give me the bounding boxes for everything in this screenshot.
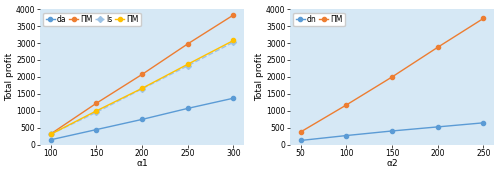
ΠM xyxy=(94,102,100,104)
Legend: dn, ΠM: dn, ΠM xyxy=(294,13,344,26)
da xyxy=(139,118,145,120)
ΠM xyxy=(184,43,190,45)
dn xyxy=(480,122,486,124)
dn xyxy=(434,126,440,128)
X-axis label: α2: α2 xyxy=(386,159,398,168)
Y-axis label: Total profit: Total profit xyxy=(6,53,15,101)
da xyxy=(48,139,54,141)
Line: ΠM: ΠM xyxy=(48,38,236,136)
Line: dn: dn xyxy=(298,121,486,143)
ls xyxy=(48,133,54,135)
da xyxy=(94,129,100,131)
ΠM xyxy=(434,46,440,48)
ΠM xyxy=(230,39,236,42)
ls xyxy=(184,65,190,67)
ΠM xyxy=(184,63,190,65)
ΠM xyxy=(48,133,54,135)
ΠM xyxy=(230,14,236,16)
ls xyxy=(94,111,100,113)
ΠM xyxy=(480,17,486,19)
dn xyxy=(389,130,395,132)
ΠM xyxy=(139,73,145,76)
Y-axis label: Total profit: Total profit xyxy=(256,53,264,101)
Line: ΠM: ΠM xyxy=(48,13,236,136)
ΠM xyxy=(94,110,100,112)
Legend: da, ΠM, ls, ΠM: da, ΠM, ls, ΠM xyxy=(44,13,140,26)
ls xyxy=(230,41,236,43)
da xyxy=(184,107,190,109)
dn xyxy=(344,135,349,137)
ls xyxy=(139,88,145,90)
Line: da: da xyxy=(48,96,236,142)
X-axis label: α1: α1 xyxy=(136,159,148,168)
Line: ls: ls xyxy=(48,40,236,136)
ΠM xyxy=(344,104,349,106)
dn xyxy=(298,139,304,141)
ΠM xyxy=(298,131,304,133)
ΠM xyxy=(139,87,145,89)
Line: ΠM: ΠM xyxy=(298,16,486,134)
da xyxy=(230,97,236,99)
ΠM xyxy=(389,76,395,78)
ΠM xyxy=(48,133,54,135)
